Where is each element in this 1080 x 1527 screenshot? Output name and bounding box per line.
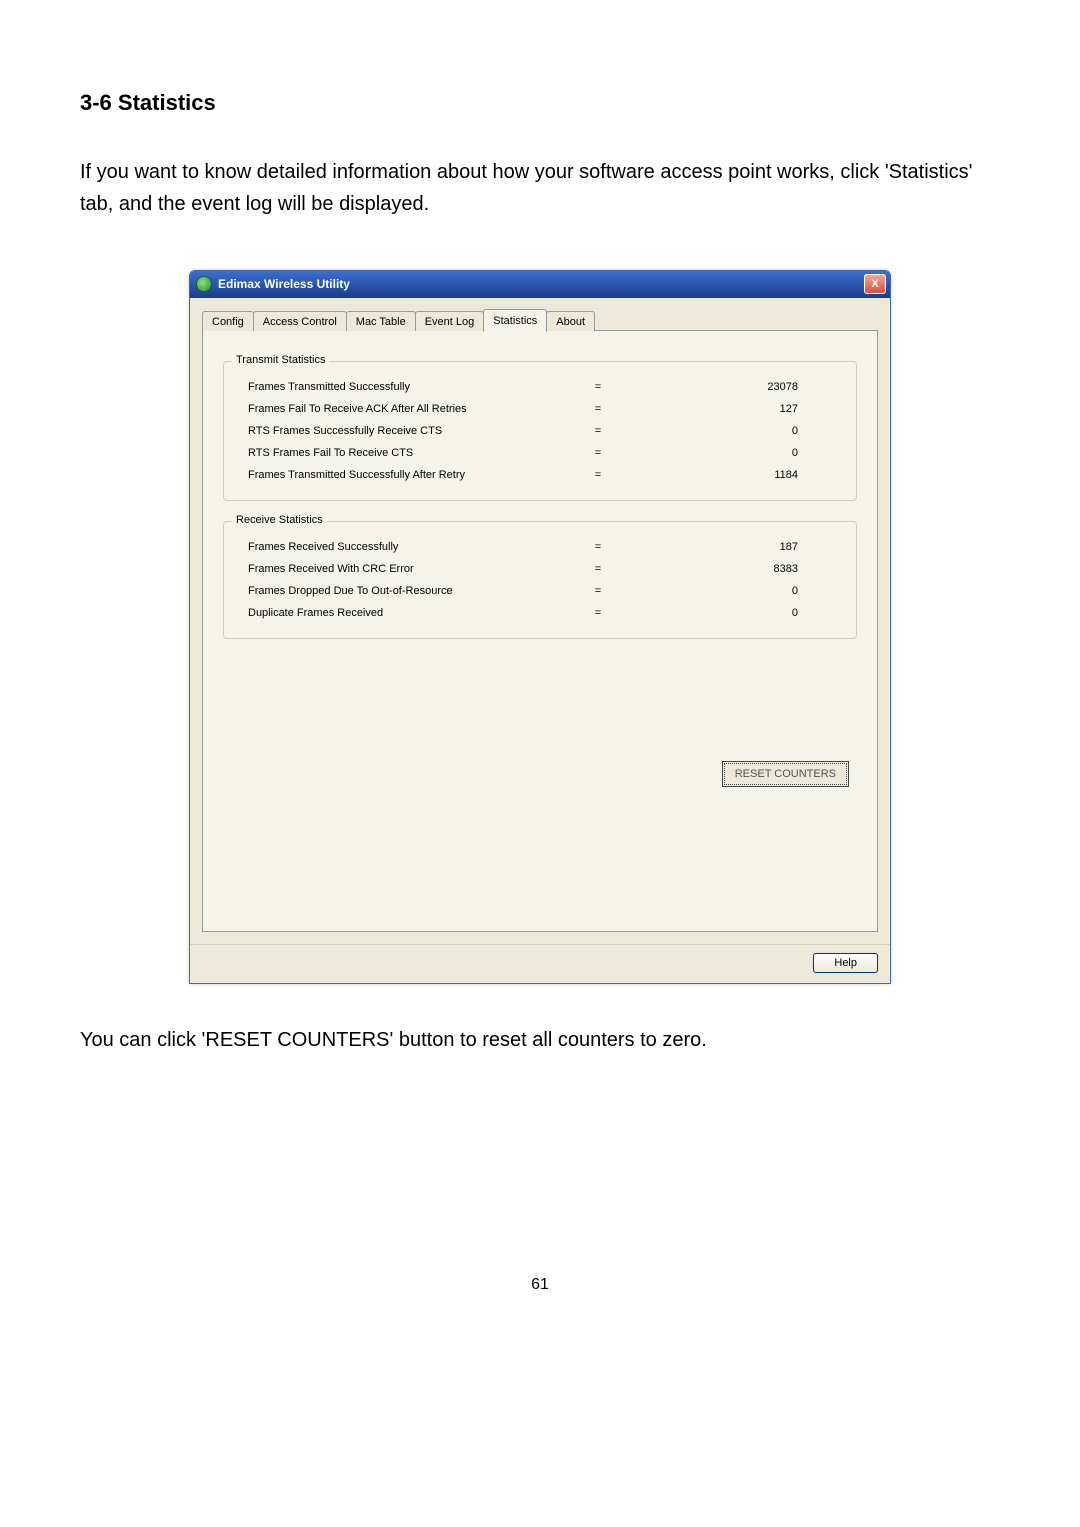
stat-value: 8383 (638, 563, 838, 575)
tab-mac-table[interactable]: Mac Table (346, 311, 416, 331)
stat-equals: = (558, 607, 638, 619)
stat-row: Frames Received With CRC Error = 8383 (242, 558, 838, 580)
stat-row: Frames Fail To Receive ACK After All Ret… (242, 398, 838, 420)
stat-label: Frames Fail To Receive ACK After All Ret… (242, 403, 558, 415)
receive-legend: Receive Statistics (232, 514, 327, 526)
stat-row: Frames Transmitted Successfully = 23078 (242, 376, 838, 398)
stat-equals: = (558, 469, 638, 481)
stat-label: Frames Dropped Due To Out-of-Resource (242, 585, 558, 597)
tab-event-log[interactable]: Event Log (415, 311, 485, 331)
tab-statistics[interactable]: Statistics (483, 309, 547, 332)
close-button[interactable]: X (864, 274, 886, 294)
stat-label: Frames Received With CRC Error (242, 563, 558, 575)
stat-row: Frames Received Successfully = 187 (242, 536, 838, 558)
transmit-legend: Transmit Statistics (232, 354, 329, 366)
tab-access-control[interactable]: Access Control (253, 311, 347, 331)
window-bottom-bar: Help (190, 944, 890, 983)
stat-value: 0 (638, 607, 838, 619)
app-window: Edimax Wireless Utility X Config Access … (189, 270, 891, 984)
stat-row: Frames Dropped Due To Out-of-Resource = … (242, 580, 838, 602)
stat-value: 187 (638, 541, 838, 553)
stat-equals: = (558, 381, 638, 393)
stat-equals: = (558, 403, 638, 415)
help-button[interactable]: Help (813, 953, 878, 973)
stat-row: Duplicate Frames Received = 0 (242, 602, 838, 624)
stat-equals: = (558, 425, 638, 437)
tab-config[interactable]: Config (202, 311, 254, 331)
app-icon (196, 276, 212, 292)
transmit-group: Transmit Statistics Frames Transmitted S… (223, 361, 857, 501)
statistics-panel: Transmit Statistics Frames Transmitted S… (202, 331, 878, 932)
stat-label: RTS Frames Fail To Receive CTS (242, 447, 558, 459)
intro-paragraph: If you want to know detailed information… (80, 156, 1000, 220)
window-titlebar: Edimax Wireless Utility X (190, 271, 890, 298)
stat-label: Frames Transmitted Successfully After Re… (242, 469, 558, 481)
page-number: 61 (80, 1276, 1000, 1294)
window-title: Edimax Wireless Utility (218, 277, 864, 291)
stat-equals: = (558, 563, 638, 575)
close-icon: X (871, 278, 878, 290)
window-body: Config Access Control Mac Table Event Lo… (190, 298, 890, 944)
stat-row: RTS Frames Successfully Receive CTS = 0 (242, 420, 838, 442)
stat-label: Duplicate Frames Received (242, 607, 558, 619)
stat-value: 0 (638, 425, 838, 437)
stat-label: RTS Frames Successfully Receive CTS (242, 425, 558, 437)
screenshot-container: Edimax Wireless Utility X Config Access … (80, 270, 1000, 984)
document-page: 3-6 Statistics If you want to know detai… (0, 0, 1080, 1334)
footer-paragraph: You can click 'RESET COUNTERS' button to… (80, 1024, 1000, 1056)
tab-about[interactable]: About (546, 311, 595, 331)
tab-strip: Config Access Control Mac Table Event Lo… (202, 308, 878, 331)
stat-label: Frames Received Successfully (242, 541, 558, 553)
stat-row: RTS Frames Fail To Receive CTS = 0 (242, 442, 838, 464)
stat-value: 23078 (638, 381, 838, 393)
stat-value: 0 (638, 585, 838, 597)
stat-value: 1184 (638, 469, 838, 481)
section-heading: 3-6 Statistics (80, 90, 1000, 116)
stat-equals: = (558, 447, 638, 459)
reset-counters-button[interactable]: RESET COUNTERS (724, 763, 847, 785)
stat-equals: = (558, 585, 638, 597)
stat-value: 127 (638, 403, 838, 415)
stat-row: Frames Transmitted Successfully After Re… (242, 464, 838, 486)
receive-group: Receive Statistics Frames Received Succe… (223, 521, 857, 639)
stat-label: Frames Transmitted Successfully (242, 381, 558, 393)
stat-equals: = (558, 541, 638, 553)
stat-value: 0 (638, 447, 838, 459)
